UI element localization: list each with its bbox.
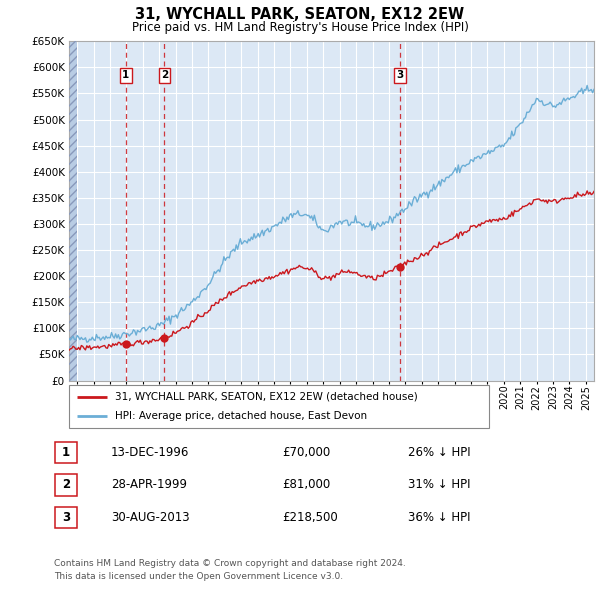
FancyBboxPatch shape — [55, 442, 77, 463]
Text: 28-APR-1999: 28-APR-1999 — [111, 478, 187, 491]
FancyBboxPatch shape — [55, 507, 77, 528]
Text: This data is licensed under the Open Government Licence v3.0.: This data is licensed under the Open Gov… — [54, 572, 343, 581]
Text: 31, WYCHALL PARK, SEATON, EX12 2EW: 31, WYCHALL PARK, SEATON, EX12 2EW — [136, 7, 464, 22]
Text: 26% ↓ HPI: 26% ↓ HPI — [408, 446, 470, 459]
Text: 2: 2 — [62, 478, 70, 491]
Text: 31, WYCHALL PARK, SEATON, EX12 2EW (detached house): 31, WYCHALL PARK, SEATON, EX12 2EW (deta… — [115, 392, 418, 402]
FancyBboxPatch shape — [69, 385, 489, 428]
Text: Contains HM Land Registry data © Crown copyright and database right 2024.: Contains HM Land Registry data © Crown c… — [54, 559, 406, 568]
Text: Price paid vs. HM Land Registry's House Price Index (HPI): Price paid vs. HM Land Registry's House … — [131, 21, 469, 34]
Text: 1: 1 — [122, 70, 130, 80]
Text: 3: 3 — [396, 70, 403, 80]
Text: £81,000: £81,000 — [282, 478, 330, 491]
Text: 3: 3 — [62, 511, 70, 524]
Text: 1: 1 — [62, 446, 70, 459]
Text: 13-DEC-1996: 13-DEC-1996 — [111, 446, 190, 459]
Text: 2: 2 — [161, 70, 168, 80]
Text: £70,000: £70,000 — [282, 446, 330, 459]
Text: 31% ↓ HPI: 31% ↓ HPI — [408, 478, 470, 491]
Bar — [69, 41, 77, 381]
Text: 30-AUG-2013: 30-AUG-2013 — [111, 511, 190, 524]
Text: £218,500: £218,500 — [282, 511, 338, 524]
FancyBboxPatch shape — [55, 474, 77, 496]
Text: HPI: Average price, detached house, East Devon: HPI: Average price, detached house, East… — [115, 411, 367, 421]
Bar — [69, 41, 77, 381]
Text: 36% ↓ HPI: 36% ↓ HPI — [408, 511, 470, 524]
